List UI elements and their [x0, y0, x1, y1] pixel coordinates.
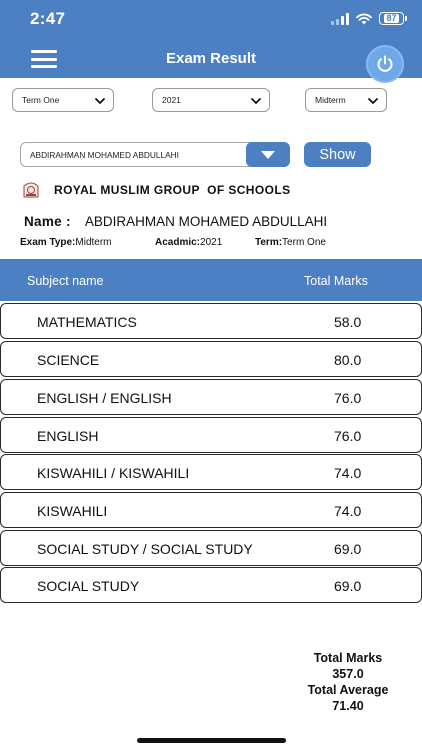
table-row: MATHEMATICS 58.0: [0, 303, 422, 339]
status-indicators: 87: [331, 12, 407, 25]
battery-level: 87: [384, 13, 399, 23]
student-select[interactable]: ABDIRAHMAN MOHAMED ABDULLAHI: [20, 142, 290, 167]
total-marks-value: 357.0: [332, 667, 364, 681]
battery-icon: 87: [379, 12, 407, 25]
subject-name: MATHEMATICS: [37, 314, 137, 330]
term-value: Term One: [282, 237, 326, 248]
show-button[interactable]: Show: [304, 142, 371, 167]
subject-name: KISWAHILI: [37, 503, 108, 519]
subject-marks: 58.0: [334, 314, 362, 330]
subject-name: SOCIAL STUDY / SOCIAL STUDY: [37, 541, 253, 557]
power-button[interactable]: [366, 45, 404, 83]
academic-label: Acadmic:: [155, 237, 201, 248]
chevron-down-icon: [251, 98, 261, 104]
total-average-value: 71.40: [332, 699, 364, 713]
student-name-row: Name : ABDIRAHMAN MOHAMED ABDULLAHI: [24, 214, 327, 229]
table-row: KISWAHILI 74.0: [0, 492, 422, 528]
results-table-header: Subject name Total Marks: [0, 259, 422, 301]
term-select-value: Term One: [22, 95, 60, 105]
subject-marks: 69.0: [334, 541, 362, 557]
hamburger-menu-icon[interactable]: [31, 50, 57, 68]
student-name: ABDIRAHMAN MOHAMED ABDULLAHI: [84, 214, 328, 229]
subject-name: SCIENCE: [37, 352, 100, 368]
table-row: ENGLISH 76.0: [0, 417, 422, 453]
status-bar: 2:47 87: [0, 0, 422, 40]
total-marks-label: Total Marks: [313, 651, 383, 665]
table-row: KISWAHILI / KISWAHILI 74.0: [0, 454, 422, 490]
year-select-value: 2021: [162, 95, 181, 105]
name-label: Name :: [24, 214, 71, 229]
table-row: ENGLISH / ENGLISH 76.0: [0, 379, 422, 415]
subject-marks: 76.0: [334, 390, 362, 406]
term-select[interactable]: Term One: [12, 88, 114, 112]
totals-summary: Total Marks 357.0 Total Average 71.40: [296, 650, 400, 714]
page-title: Exam Result: [165, 50, 257, 67]
subject-marks: 76.0: [334, 428, 362, 444]
subject-marks: 80.0: [334, 352, 362, 368]
subject-column-header: Subject name: [27, 274, 104, 288]
cellular-signal-icon: [331, 12, 349, 25]
term-label: Term:: [255, 237, 283, 248]
subject-name: ENGLISH: [37, 428, 99, 444]
chevron-down-icon: [95, 98, 105, 104]
student-dropdown-button[interactable]: [246, 142, 290, 167]
total-marks-column-header: Total Marks: [304, 274, 368, 288]
chevron-down-icon: [368, 98, 378, 104]
status-time: 2:47: [30, 9, 66, 28]
academic-info: Acadmic:2021: [155, 237, 222, 248]
exam-type-select-value: Midterm: [315, 95, 346, 105]
nav-bar: Exam Result: [0, 40, 422, 78]
exam-type-label: Exam Type:: [20, 237, 76, 248]
year-select[interactable]: 2021: [152, 88, 270, 112]
term-info: Term:Term One: [255, 237, 326, 248]
caret-down-icon: [261, 150, 275, 159]
table-row: SCIENCE 80.0: [0, 341, 422, 377]
subject-marks: 69.0: [334, 578, 362, 594]
exam-type-info: Exam Type:Midterm: [20, 237, 112, 248]
subject-name: SOCIAL STUDY: [37, 578, 140, 594]
subject-marks: 74.0: [334, 503, 362, 519]
table-row: SOCIAL STUDY / SOCIAL STUDY 69.0: [0, 530, 422, 566]
total-average-label: Total Average: [307, 683, 389, 697]
table-row: SOCIAL STUDY 69.0: [0, 567, 422, 603]
subject-name: ENGLISH / ENGLISH: [37, 390, 172, 406]
subject-name: KISWAHILI / KISWAHILI: [37, 465, 190, 481]
school-name: ROYAL MUSLIM GROUP OF SCHOOLS: [54, 183, 291, 197]
home-indicator[interactable]: [137, 738, 286, 743]
academic-value: 2021: [200, 237, 223, 248]
subject-marks: 74.0: [334, 465, 362, 481]
exam-type-select[interactable]: Midterm: [305, 88, 387, 112]
wifi-icon: [356, 13, 372, 24]
power-icon: [377, 55, 393, 72]
student-select-value: ABDIRAHMAN MOHAMED ABDULLAHI: [30, 149, 179, 160]
exam-type-value: Midterm: [75, 237, 112, 248]
school-logo-icon: [23, 182, 39, 198]
